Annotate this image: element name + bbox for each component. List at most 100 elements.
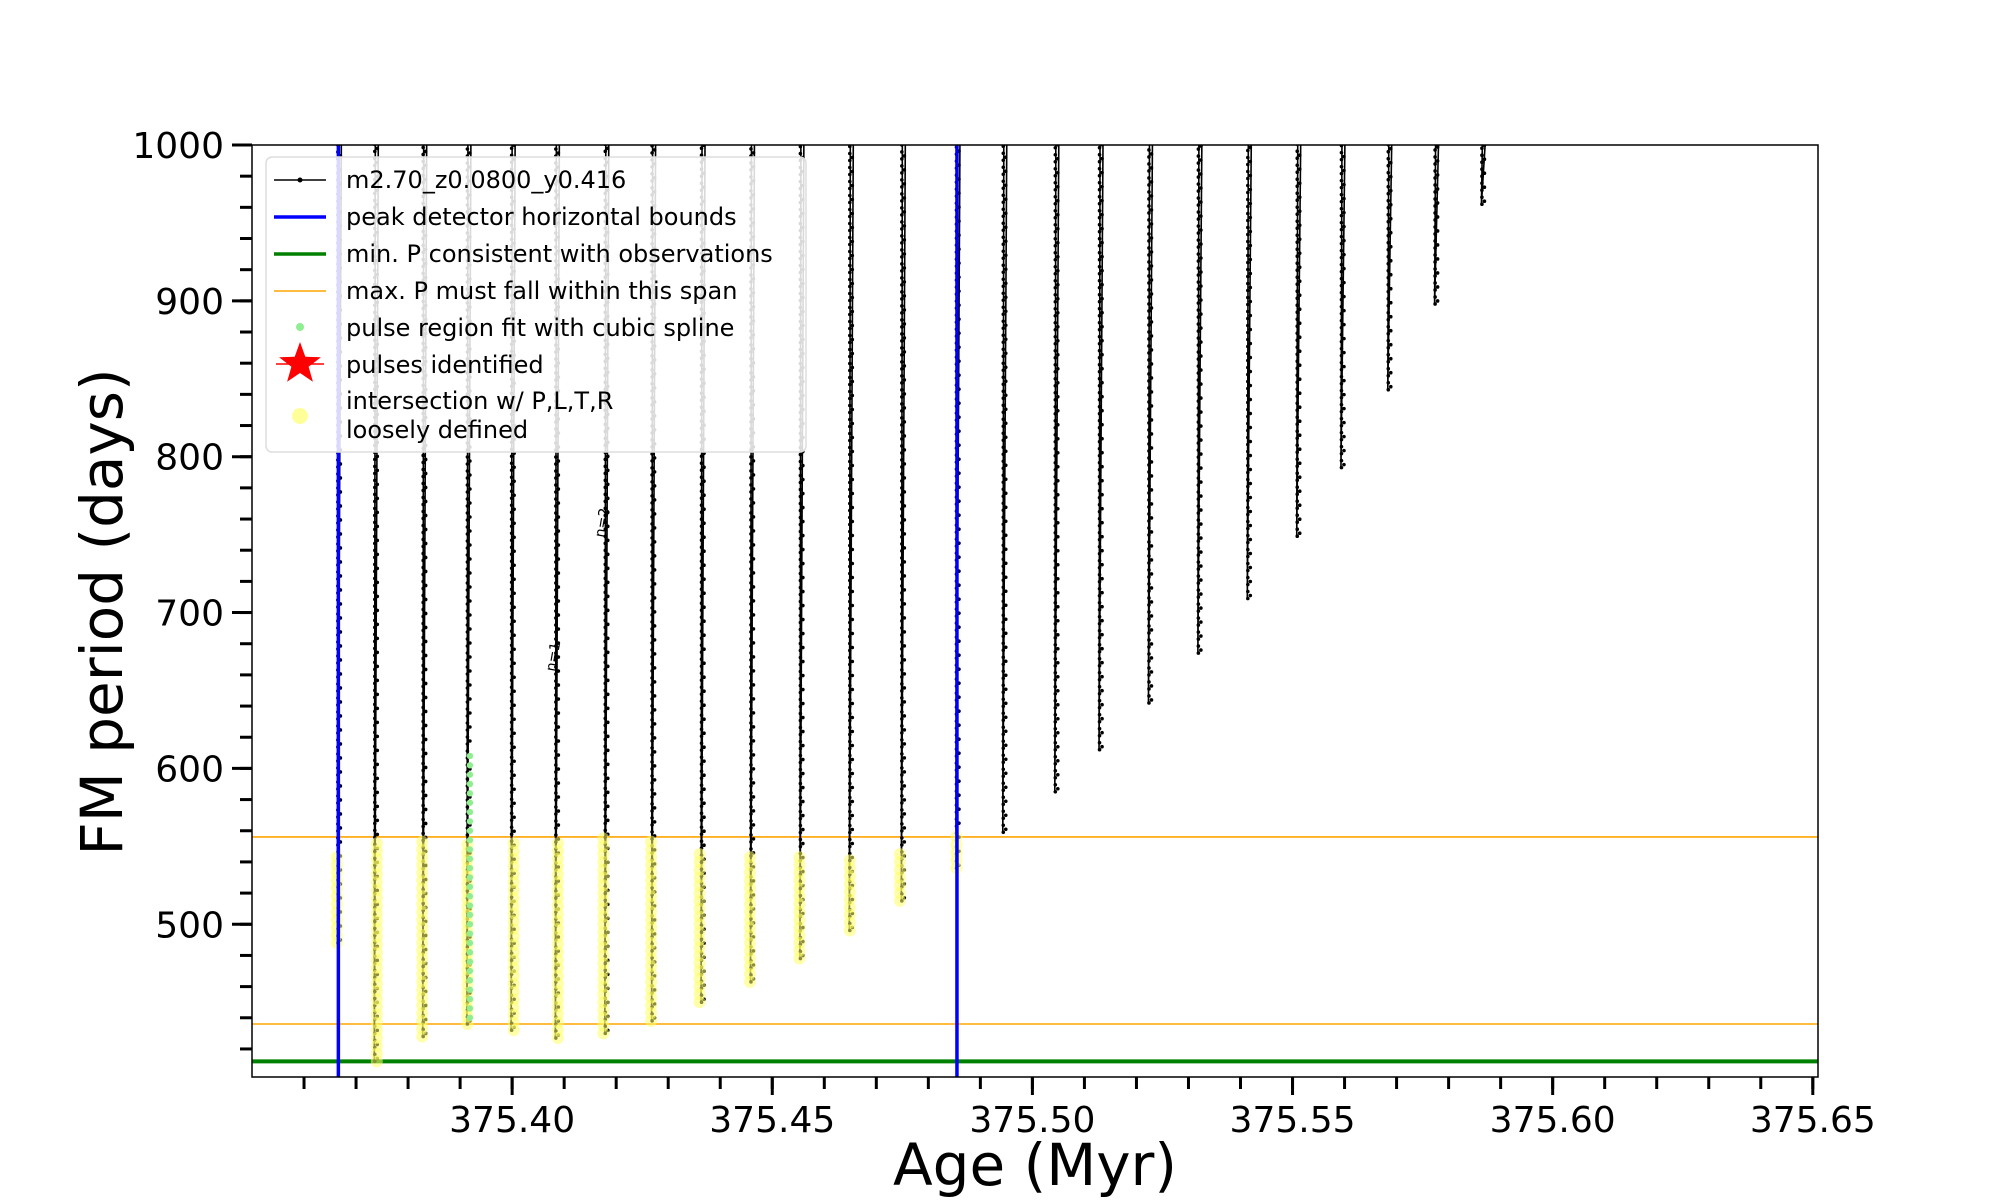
track-point (512, 633, 516, 638)
track-point (421, 530, 425, 535)
track-point (1001, 396, 1006, 401)
track-point (1001, 599, 1006, 604)
track-point (1097, 327, 1102, 332)
track-point (699, 727, 704, 731)
track-point (900, 647, 904, 651)
track-point (1056, 184, 1060, 189)
track-point (1297, 181, 1302, 185)
track-point (1001, 634, 1006, 639)
track-point (798, 788, 803, 793)
spline-fit-point (466, 864, 474, 872)
track-point (423, 821, 428, 826)
track-point (1056, 156, 1060, 161)
track-point (1001, 151, 1006, 156)
track-point (605, 818, 610, 823)
track-point (1388, 146, 1393, 151)
track-point (1097, 460, 1102, 465)
track-point (1248, 425, 1253, 430)
track-point (848, 753, 852, 758)
track-point (1053, 684, 1058, 689)
track-point (1097, 201, 1102, 206)
track-point (749, 462, 753, 466)
track-point (1001, 305, 1006, 310)
track-point (1342, 392, 1346, 397)
track-point (650, 795, 654, 799)
track-point (556, 683, 561, 687)
track-point (801, 561, 805, 566)
track-point (465, 728, 470, 732)
track-point (900, 185, 904, 189)
track-point (375, 468, 380, 473)
track-point (375, 510, 380, 515)
track-point (554, 623, 558, 627)
track-point (702, 759, 706, 763)
track-point (465, 490, 470, 494)
track-point (1003, 421, 1008, 426)
track-point (1098, 139, 1102, 143)
track-point (801, 603, 805, 608)
track-point (1003, 561, 1008, 566)
track-point (512, 493, 516, 498)
track-point (848, 746, 852, 751)
track-point (1342, 294, 1346, 299)
track-point (1480, 174, 1484, 179)
track-point (902, 504, 907, 508)
track-point (509, 769, 514, 774)
track-point (801, 589, 805, 594)
track-point (1196, 462, 1201, 466)
track-point (1248, 397, 1253, 402)
track-point (421, 600, 425, 605)
track-point (1097, 439, 1102, 444)
track-point (1196, 644, 1201, 648)
track-point (509, 790, 514, 795)
track-point (749, 672, 753, 676)
track-point (751, 739, 756, 743)
track-point (652, 792, 657, 796)
track-point (1147, 190, 1151, 194)
track-point (900, 521, 904, 525)
track-point (1053, 747, 1058, 752)
track-point (1053, 782, 1058, 787)
track-point (1001, 445, 1006, 450)
track-point (699, 489, 704, 493)
track-point (1386, 254, 1391, 259)
track-point (421, 453, 425, 458)
track-point (798, 823, 803, 828)
track-point (1053, 768, 1058, 773)
track-point (801, 477, 805, 482)
track-point (699, 482, 704, 486)
track-point (421, 565, 425, 570)
track-point (1147, 435, 1151, 439)
track-point (1001, 788, 1006, 793)
track-point (421, 789, 425, 794)
legend-label: pulse region fit with cubic spline (346, 314, 734, 342)
track-point (1196, 483, 1201, 487)
track-point (1097, 383, 1102, 388)
track-point (1386, 156, 1391, 161)
track-point (1001, 291, 1006, 296)
track-point (900, 668, 904, 672)
track-point (423, 639, 428, 644)
track-point (1433, 218, 1437, 222)
track-point (900, 549, 904, 553)
track-point (1386, 205, 1391, 210)
track-point (652, 694, 657, 698)
track-point (1056, 464, 1060, 469)
track-point (421, 761, 425, 766)
track-point (1001, 627, 1006, 632)
track-point (650, 473, 654, 477)
track-point (1053, 677, 1058, 682)
track-point (1246, 449, 1250, 454)
track-point (798, 564, 803, 569)
track-point (605, 776, 610, 781)
track-point (1295, 303, 1300, 307)
track-point (373, 758, 377, 763)
track-point (375, 636, 380, 641)
track-point (749, 560, 753, 564)
track-point (749, 686, 753, 690)
track-point (512, 647, 516, 652)
pulse-24 (1433, 145, 1440, 306)
track-point (1053, 642, 1058, 647)
track-point (900, 745, 904, 749)
track-point (1246, 435, 1250, 440)
